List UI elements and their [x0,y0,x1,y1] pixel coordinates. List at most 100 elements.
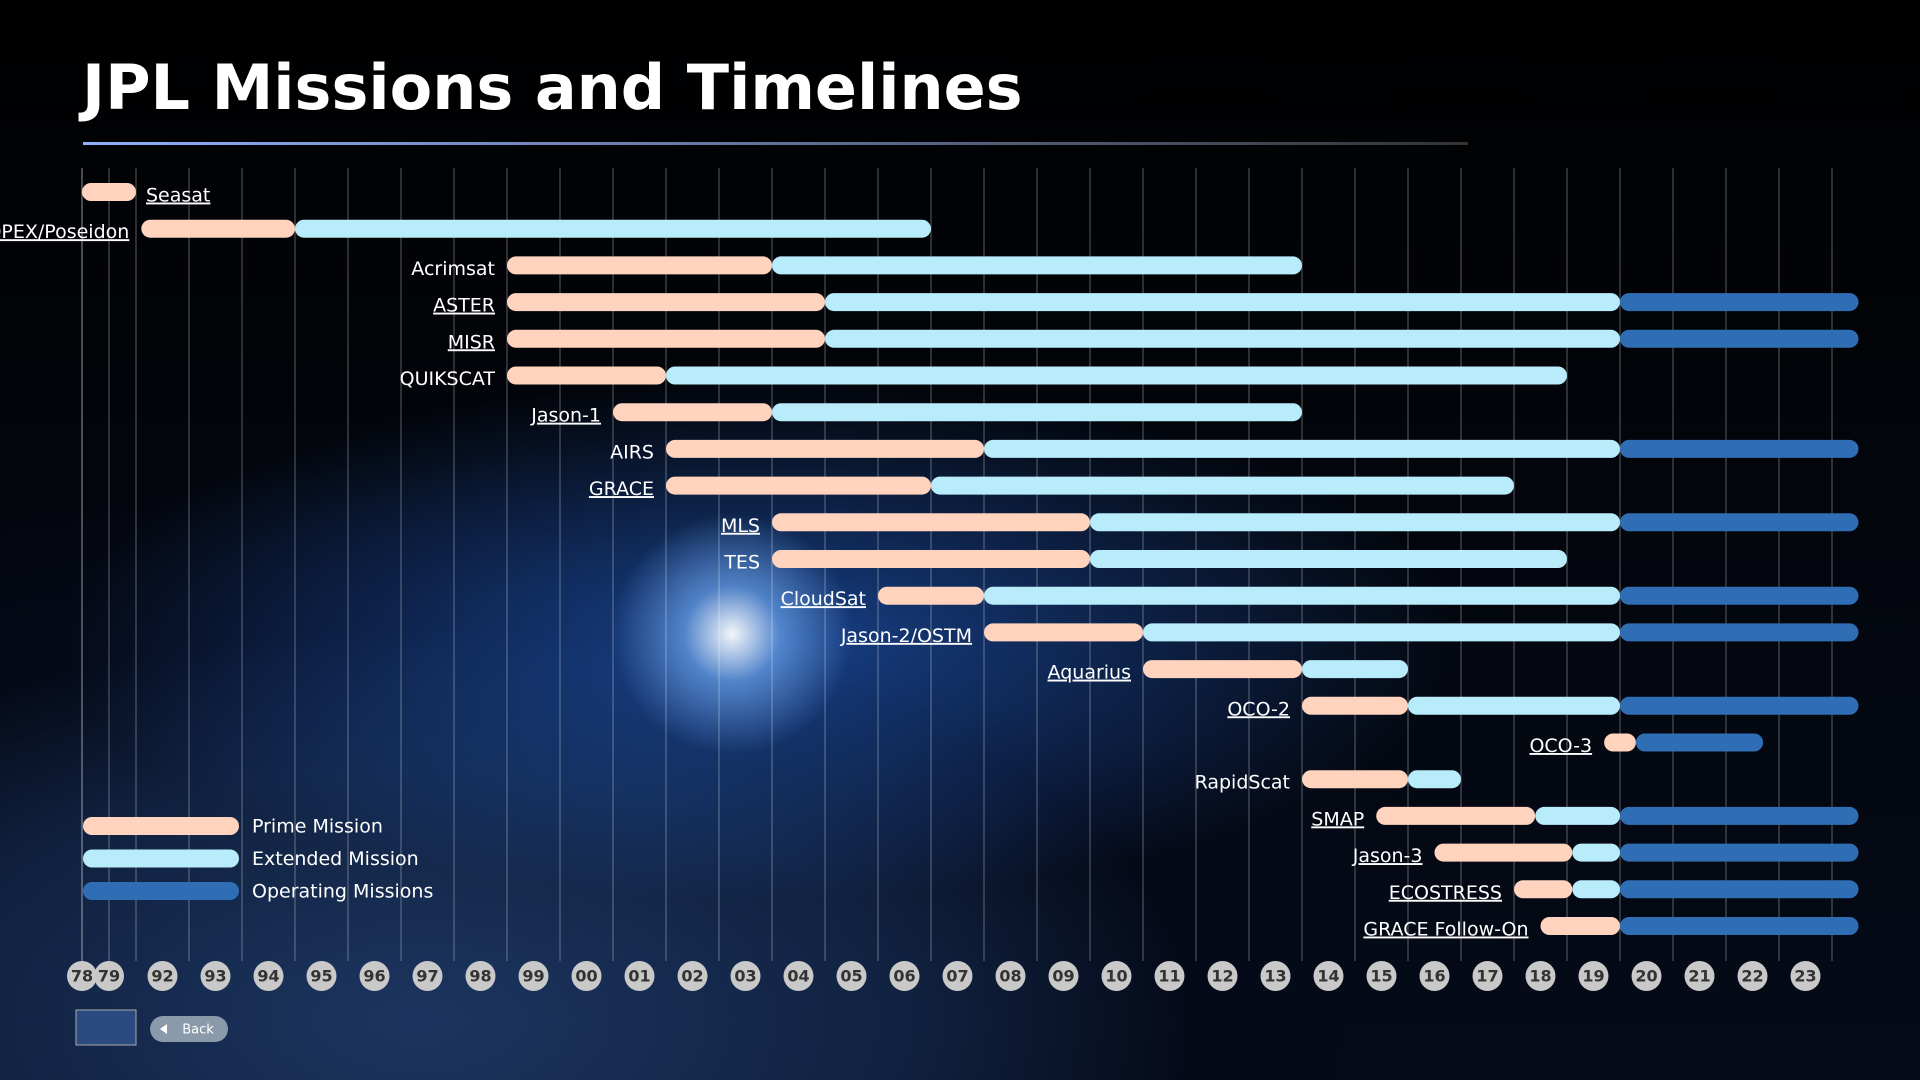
tick-badge [253,961,284,991]
mission-label[interactable]: Jason-2/OSTM [840,625,972,647]
tick-badge [783,961,814,991]
tick-badge [359,961,390,991]
mission-label[interactable]: MLS [721,515,760,537]
x-tick-label: 22 [1741,967,1763,986]
thumbnail[interactable] [75,1009,137,1046]
bar-0 [1302,770,1408,789]
back-button[interactable]: Back [150,1016,228,1042]
tick-badge [1260,961,1291,991]
x-tick-label: 98 [469,967,491,986]
mission-label[interactable]: SMAP [1311,808,1364,830]
x-tick-label: 06 [893,967,915,986]
mission-label[interactable]: Jason-1 [530,405,601,427]
bar-2 [1620,696,1859,715]
bar-1 [1143,623,1620,642]
mission-label[interactable]: Aquarius [1048,662,1131,684]
x-tick-label: 97 [416,967,438,986]
bar-2 [1635,733,1764,752]
tick-badge [1419,961,1450,991]
x-tick-label: 23 [1794,967,1816,986]
bar-2 [1620,806,1859,825]
tick-badge [1578,961,1609,991]
bar-1 [825,293,1620,312]
legend-label: Prime Mission [252,816,383,838]
x-tick-label: 99 [522,967,544,986]
back-label[interactable]: Back [182,1023,214,1038]
x-tick-label: 10 [1105,967,1127,986]
tick-badge [147,961,178,991]
mission-label[interactable]: GRACE Follow-On [1363,919,1528,941]
x-tick-label: 15 [1370,967,1392,986]
mission-label[interactable]: ECOSTRESS [1389,882,1502,904]
bar-0 [772,550,1090,568]
x-tick-label: 95 [310,967,332,986]
bar-1 [1535,806,1620,825]
bar-0 [1302,696,1408,715]
bar-1 [1408,696,1620,715]
tick-badge [1631,961,1662,991]
x-tick-label: 03 [734,967,756,986]
mission-label[interactable]: GRACE [589,478,654,500]
bar-1 [931,476,1514,495]
title-rule [83,142,1468,145]
x-tick-label: 92 [151,967,173,986]
bar-2 [1620,293,1859,312]
tick-badge [624,961,655,991]
bar-1 [825,329,1620,348]
x-tick-label: 12 [1211,967,1233,986]
bar-1 [1572,843,1620,862]
legend-label: Extended Mission [252,848,419,870]
bar-1 [984,439,1620,458]
mission-label[interactable]: Jason-3 [1352,845,1423,867]
tick-badge [1207,961,1238,991]
mission-label[interactable]: CloudSat [781,588,866,610]
mission-label[interactable]: OCO-2 [1227,698,1290,720]
x-tick-label: 96 [363,967,385,986]
x-tick-label: 79 [98,967,120,986]
tick-badge [1048,961,1079,991]
legend-swatch [83,817,239,835]
legend-swatch [83,882,239,900]
legend-label: Operating Missions [252,881,433,903]
tick-badge [1101,961,1132,991]
bar-0 [613,403,772,422]
bar-1 [1302,660,1408,679]
bar-2 [1620,439,1859,458]
x-tick-label: 09 [1052,967,1074,986]
tick-badge [518,961,549,991]
mission-label: TES [723,552,760,574]
back-button-bg[interactable] [150,1016,228,1042]
x-tick-label: 14 [1317,967,1339,986]
bar-0 [141,219,295,238]
tick-badge [306,961,337,991]
bar-1 [1572,880,1620,899]
x-tick-label: 04 [787,967,809,986]
tick-badge [1313,961,1344,991]
mission-label[interactable]: Seasat [146,185,210,207]
bar-0 [1376,806,1536,825]
mission-label: AIRS [610,441,654,463]
bar-0 [82,183,136,201]
bar-2 [1620,586,1859,605]
mission-label[interactable]: OCO-3 [1529,735,1592,757]
bar-1 [666,366,1567,385]
bar-2 [1620,843,1859,862]
tick-badge [730,961,761,991]
bar-0 [507,293,825,312]
mission-label: RapidScat [1195,772,1290,794]
x-tick-label: 94 [257,967,279,986]
tick-badge [1154,961,1185,991]
mission-label[interactable]: MISR [448,331,495,353]
tick-badge [942,961,973,991]
x-tick-label: 13 [1264,967,1286,986]
tick-badge [1790,961,1821,991]
bar-2 [1620,329,1859,348]
mission-label[interactable]: TOPEX/Poseidon [0,221,129,243]
x-tick-label: 17 [1476,967,1498,986]
bar-2 [1620,880,1859,899]
bar-0 [1143,660,1302,679]
bar-0 [878,586,984,605]
bar-1 [772,403,1302,422]
mission-label[interactable]: ASTER [433,295,495,317]
